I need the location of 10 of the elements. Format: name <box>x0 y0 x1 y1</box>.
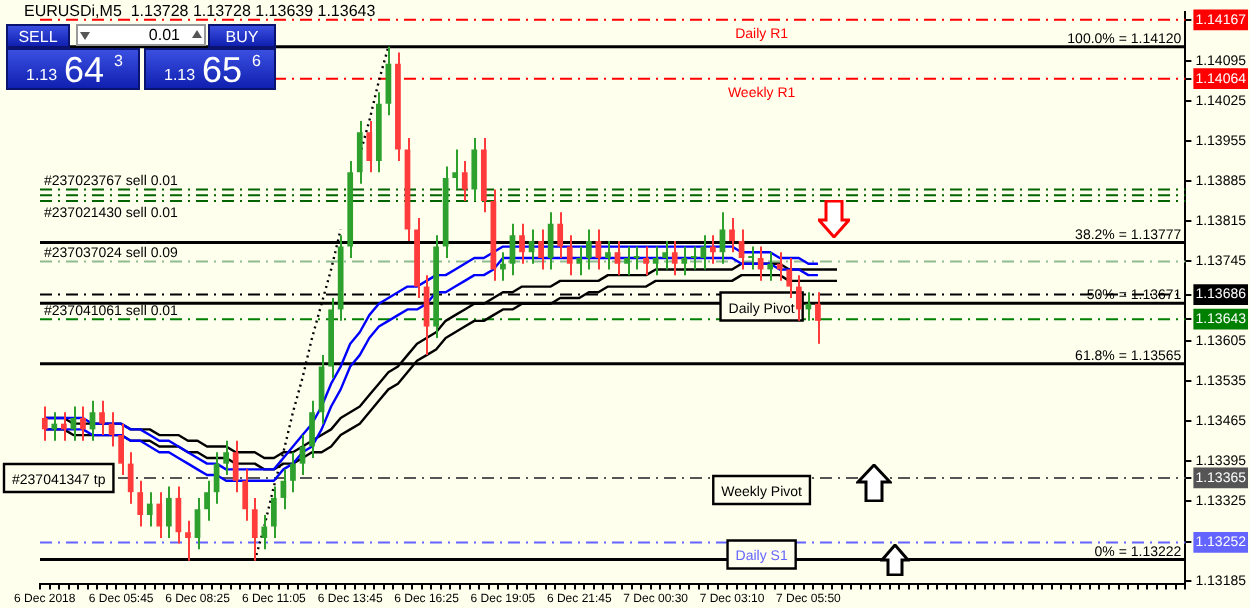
annotation: BUY <box>208 24 276 48</box>
annotation: 6 <box>252 52 261 70</box>
annotation: 64 <box>64 50 105 92</box>
chart-title: EURUSDi,M5 1.13728 1.13728 1.13639 1.13643 <box>24 2 376 20</box>
annotation: 1.13 <box>164 66 196 84</box>
annotation: 65 <box>202 50 243 92</box>
annotation: 1.13 <box>26 66 58 84</box>
annotation: 3 <box>114 52 123 70</box>
annotation: SELL <box>6 24 70 48</box>
lot-size-field: 0.01 <box>76 24 206 46</box>
